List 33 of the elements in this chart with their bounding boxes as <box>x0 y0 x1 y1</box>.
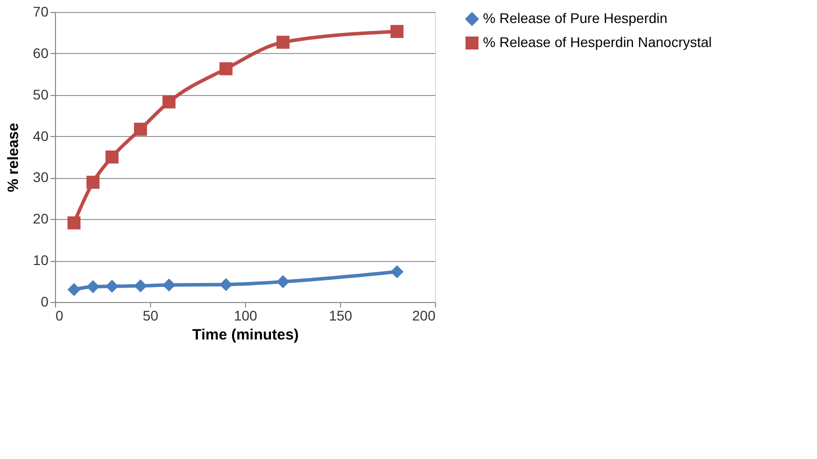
y-tick-label: 50 <box>32 86 49 102</box>
y-axis-title: % release <box>4 122 22 192</box>
point <box>105 150 119 164</box>
point <box>67 216 81 230</box>
x-tick-label: 100 <box>234 308 258 324</box>
x-axis-title: Time (minutes) <box>192 326 299 344</box>
y-tick-label: 70 <box>32 4 49 20</box>
point <box>105 280 119 293</box>
point <box>276 36 290 49</box>
point <box>134 279 148 292</box>
point <box>219 62 233 76</box>
y-tick-label: 40 <box>32 128 49 144</box>
point <box>162 95 176 108</box>
point <box>390 24 404 38</box>
point <box>219 278 233 292</box>
legend-label: % Release of Pure Hesperdin <box>483 10 668 26</box>
y-tick-label: 30 <box>32 169 49 186</box>
legend-label: % Release of Hesperdin Nanocrystal <box>483 34 712 50</box>
y-tick-label: 60 <box>32 44 49 61</box>
point <box>134 122 148 136</box>
point <box>276 275 290 288</box>
point <box>86 280 100 294</box>
y-tick-label: 0 <box>40 294 49 310</box>
y-tick-label: 20 <box>32 210 49 227</box>
point <box>390 265 404 278</box>
point <box>86 176 100 189</box>
x-tick-label: 50 <box>142 308 158 324</box>
x-tick-label: 0 <box>56 308 64 324</box>
point <box>162 278 176 292</box>
x-tick-label: 200 <box>412 308 436 324</box>
x-tick-label: 150 <box>328 308 352 324</box>
point <box>67 283 81 296</box>
y-tick-label: 10 <box>32 252 49 268</box>
